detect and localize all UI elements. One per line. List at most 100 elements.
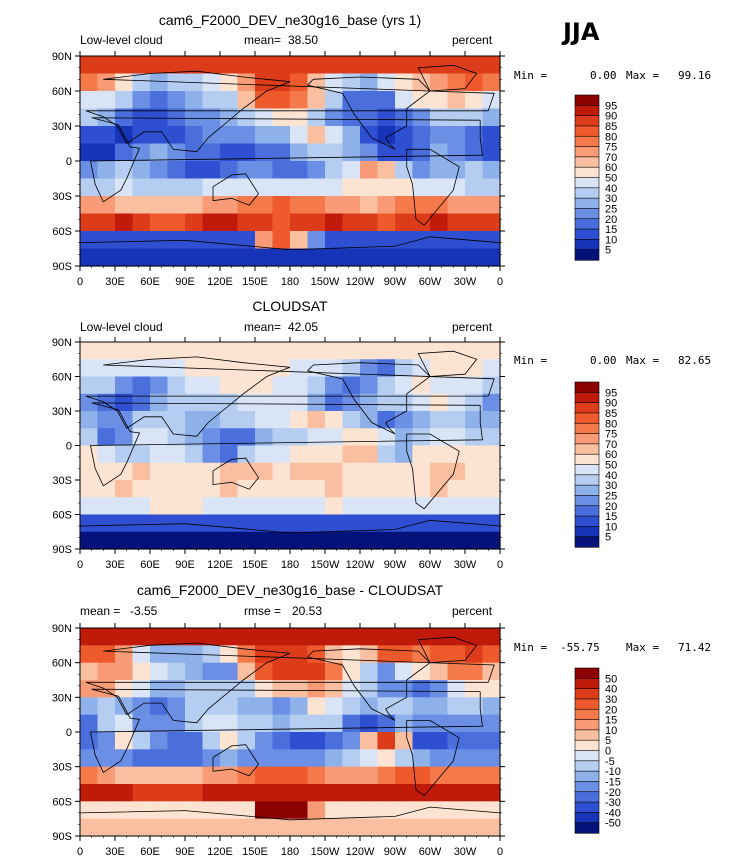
panel2-cell [447, 428, 466, 447]
panel3-cell [447, 766, 466, 785]
panel1-cell [237, 196, 256, 215]
panel2-cell [237, 497, 256, 516]
panel2-cell [150, 531, 169, 550]
panel3-cell [377, 749, 396, 768]
panel1-cell [377, 56, 396, 75]
panel3-cell [412, 766, 431, 785]
panel2-cell [80, 376, 99, 395]
panel2-variable-label: Low-level cloud [80, 320, 163, 334]
panel2-cell [290, 480, 309, 498]
panel3-cell [447, 818, 466, 837]
panel2-cell [115, 342, 134, 360]
panel2-cell [80, 480, 99, 498]
panel1-cell [132, 213, 151, 232]
panel3-cell [167, 784, 186, 802]
panel1-variable-label: Low-level cloud [80, 33, 163, 47]
panel3-cell [202, 784, 221, 802]
panel3-cell [132, 732, 151, 750]
panel3-colorbar-swatch [574, 781, 600, 793]
panel1-cell [447, 248, 466, 267]
panel3-cell [80, 801, 99, 820]
panel2-cell [220, 462, 239, 481]
panel3-cell [185, 732, 204, 750]
panel1-cell [80, 161, 99, 180]
panel3-cell [255, 801, 274, 820]
panel3-cell [465, 697, 484, 716]
panel3-colorbar-swatch [574, 750, 600, 762]
panel3-cell [430, 662, 449, 681]
panel3-cell [360, 645, 379, 664]
panel3-cell [272, 766, 291, 785]
panel1-cell [447, 161, 466, 180]
panel3-cell [307, 732, 326, 750]
panel2-cell [307, 514, 326, 533]
panel1-cell [465, 196, 484, 215]
panel1-cell [132, 108, 151, 127]
panel2-cell [395, 480, 414, 498]
panel1-cell [272, 143, 291, 162]
panel1-cell [290, 143, 309, 162]
panel2-cell [482, 428, 501, 447]
panel3-xtick-label: 30E [105, 846, 125, 858]
panel2-cell [465, 411, 484, 429]
panel3-xtick-label: 120E [207, 846, 233, 858]
panel2-cell [202, 462, 221, 481]
panel2-cell [202, 342, 221, 360]
panel2-cell [80, 342, 99, 360]
panel2-cell [220, 531, 239, 550]
panel1-cell [255, 126, 274, 145]
panel2-cell [465, 531, 484, 550]
panel3-cell [482, 680, 501, 698]
panel2-cell [342, 531, 361, 550]
panel3-mean-label: mean = [80, 604, 121, 618]
panel3-cell [412, 818, 431, 837]
panel2-cell [290, 376, 309, 395]
panel1-cell [272, 213, 291, 232]
panel2-cell [132, 531, 151, 550]
panel3-cell [447, 628, 466, 646]
panel2-mean-label: mean= [244, 320, 282, 334]
panel3-cell [342, 680, 361, 698]
panel1-cell [150, 231, 169, 250]
panel3-map: 90N 60N 30N 0 30S 60S 90S 0 30E 60E 90E 120E 150E 180… [52, 623, 505, 858]
panel2-cell [412, 462, 431, 481]
panel3-cell [482, 784, 501, 802]
panel2-cell [360, 462, 379, 481]
panel2-cell [412, 376, 431, 395]
panel1-xtick-label: 90W [384, 276, 407, 288]
panel2-colorbar-swatch [574, 484, 600, 497]
panel3-cell [97, 645, 116, 664]
panel2-cell [272, 497, 291, 516]
panel3-cell [395, 766, 414, 785]
panel2-cell [272, 376, 291, 395]
panel1-cell [482, 126, 501, 145]
panel1-xtick-label: 150W [311, 276, 340, 288]
panel3-colorbar-swatch [574, 760, 600, 772]
panel2-cell [377, 497, 396, 516]
panel2-cell [325, 428, 344, 447]
panel1-cell [237, 126, 256, 145]
panel1-colorbar-label: 5 [605, 245, 611, 257]
panel1-cell [255, 161, 274, 180]
panel2-cell [307, 393, 326, 412]
panel1-cell [115, 143, 134, 162]
panel2-cell [220, 514, 239, 533]
panel3-cell [290, 732, 309, 750]
panel2-cell [220, 497, 239, 516]
panel3-cell [465, 818, 484, 837]
panel2-cell [97, 531, 116, 550]
panel1-cell [412, 56, 431, 75]
panel2-cell [447, 342, 466, 360]
panel3-cell [255, 714, 274, 733]
panel1-cell [115, 56, 134, 75]
panel3-cell [115, 749, 134, 768]
panel1-cell [360, 143, 379, 162]
panel1-cell [220, 213, 239, 232]
panel1-colorbar-label: 85 [605, 121, 617, 133]
panel3-cell [272, 784, 291, 802]
panel1-cell [342, 196, 361, 215]
panel3-ytick-label: 90N [52, 623, 72, 635]
panel2-cell [132, 497, 151, 516]
panel3-cell [342, 818, 361, 837]
